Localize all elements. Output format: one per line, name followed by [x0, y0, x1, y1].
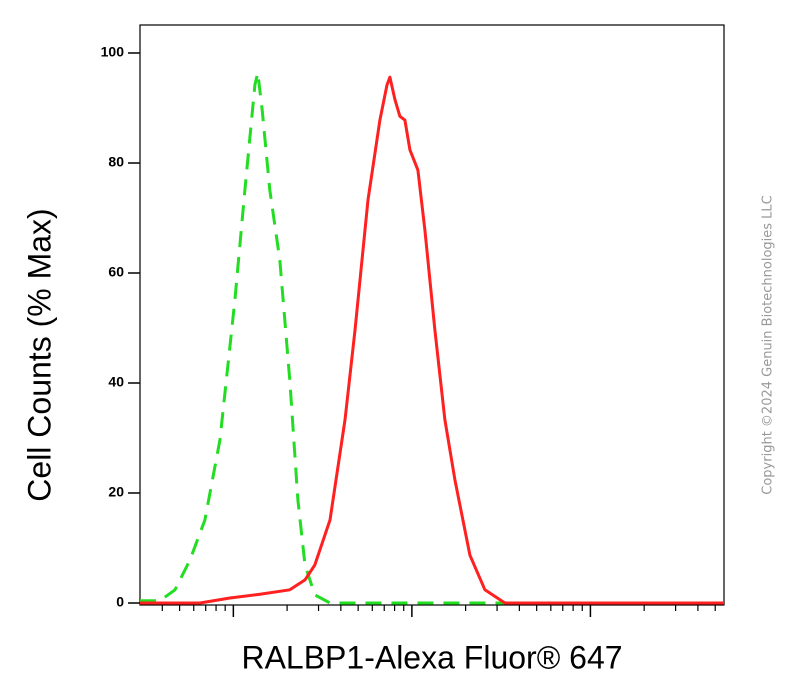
y-axis-label: Cell Counts (% Max)	[21, 208, 57, 501]
y-tick-label: 40	[108, 374, 124, 390]
y-tick-label: 100	[101, 44, 125, 60]
histogram-line	[140, 75, 724, 605]
histogram-line	[140, 71, 724, 605]
y-tick-label: 20	[108, 484, 124, 500]
copyright: Copyright ©2024 Genuin Biotechnologies L…	[761, 195, 776, 494]
x-axis-label: RALBP1-Alexa Fluor® 647	[241, 639, 622, 675]
plot-frame	[139, 24, 725, 606]
y-tick-label: 60	[108, 264, 124, 280]
y-tick-label: 0	[116, 594, 124, 610]
y-tick-label: 80	[108, 154, 124, 170]
